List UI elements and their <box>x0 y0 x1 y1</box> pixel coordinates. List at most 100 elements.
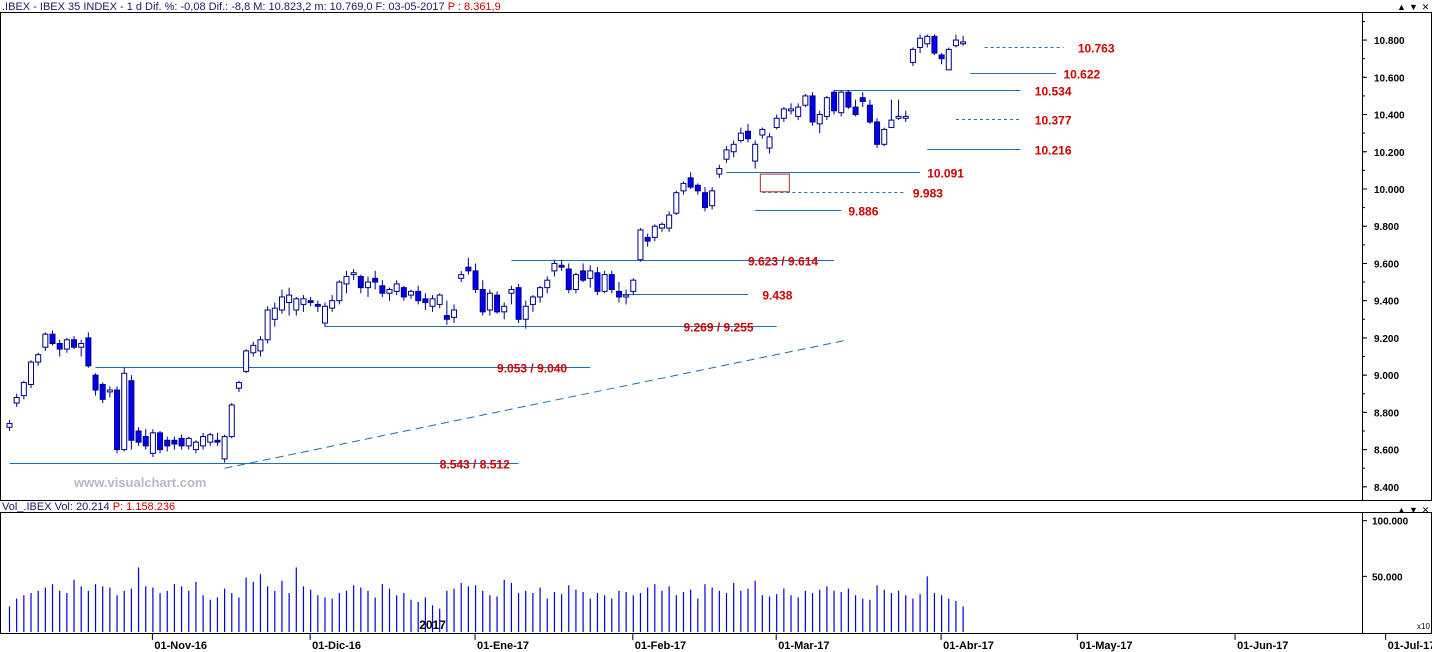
level-label: 8.543 / 8.512 <box>440 458 510 472</box>
candle-body <box>701 192 708 209</box>
level-label: 9.886 <box>848 205 878 219</box>
level-label: 9.983 <box>913 187 943 201</box>
level-label: 10.763 <box>1078 42 1115 56</box>
candle-body <box>365 281 371 289</box>
candle-body <box>171 439 178 445</box>
volume-info: Vol_.IBEX Vol: 20.214 <box>2 501 110 513</box>
candle-body <box>465 266 472 272</box>
candle-body <box>730 143 737 153</box>
candle-body <box>874 121 881 145</box>
candle-body <box>694 184 701 192</box>
candle-body <box>451 309 458 318</box>
candle-body <box>644 236 651 242</box>
candle-body <box>114 389 121 451</box>
candle-body <box>379 285 386 294</box>
candle-body <box>99 383 106 400</box>
level-label: 10.534 <box>1035 85 1072 99</box>
volume-panel-frame <box>0 512 1432 634</box>
candle-body <box>479 289 486 313</box>
candle-body <box>71 339 78 348</box>
volume-tick-label: 50.000 <box>1372 572 1403 583</box>
candle-body <box>687 177 694 188</box>
x-tick-label: 01-Jul-17 <box>1388 640 1432 652</box>
x-tick-label: 01-May-17 <box>1079 640 1132 652</box>
y-tick-label: 10.800 <box>1374 36 1405 47</box>
candle-body <box>63 339 70 350</box>
x-tick-label: 01-Mar-17 <box>778 640 829 652</box>
candle-body <box>314 303 321 307</box>
candle-body <box>924 35 931 45</box>
candle-body <box>121 372 128 451</box>
candle-body <box>408 290 415 296</box>
candle-body <box>580 270 587 281</box>
candle-body <box>85 337 92 367</box>
candle-body <box>472 270 479 291</box>
candle-body <box>802 95 809 106</box>
y-tick-label: 10.600 <box>1374 73 1405 84</box>
candle-body <box>157 432 164 451</box>
candle-body <box>142 436 149 447</box>
candle-body <box>723 149 730 160</box>
gap-box <box>759 173 790 193</box>
candle-body <box>852 106 859 116</box>
candle-body <box>443 315 450 320</box>
candle-body <box>494 294 501 313</box>
candle-body <box>393 283 400 292</box>
candle-body <box>845 91 852 108</box>
volume-scroll-up-icon[interactable]: ▲ <box>1397 505 1406 515</box>
candle-body <box>28 361 35 385</box>
candle-body <box>250 344 257 354</box>
scroll-down-icon[interactable]: ▼ <box>1409 2 1418 12</box>
candle-body <box>902 115 909 119</box>
candle-body <box>13 396 20 404</box>
x-tick-label: 01-Ene-17 <box>477 640 529 652</box>
candle-body <box>78 342 85 348</box>
y-tick-label: 10.200 <box>1374 148 1405 159</box>
candle-body <box>6 423 13 428</box>
price-panel-frame <box>0 12 1432 501</box>
candle-body <box>716 168 723 175</box>
candle-body <box>888 119 895 129</box>
candle-body <box>623 294 630 298</box>
candle-body <box>780 108 787 119</box>
candle-body <box>522 305 529 320</box>
candle-body <box>56 342 63 350</box>
year-label: 2017 <box>419 618 446 632</box>
candle-body <box>565 268 572 291</box>
candle-body <box>615 290 622 298</box>
x-tick-label: 01-Jun-17 <box>1237 640 1288 652</box>
candle-body <box>286 294 293 304</box>
y-tick-label: 9.000 <box>1374 371 1399 382</box>
y-tick-label: 9.400 <box>1374 297 1399 308</box>
x-tick-label: 01-Feb-17 <box>635 640 686 652</box>
candle-body <box>264 309 271 341</box>
candle-body <box>630 279 637 292</box>
volume-scroll-down-icon[interactable]: ▼ <box>1409 505 1418 515</box>
close-icon[interactable]: ✕ <box>1421 2 1430 12</box>
candle-body <box>20 382 27 397</box>
candle-body <box>422 298 429 304</box>
candle-body <box>766 136 773 149</box>
price-info: .IBEX - IBEX 35 INDEX - 1 d Dif. %: -0,0… <box>2 1 445 13</box>
candle-body <box>278 296 285 311</box>
y-tick-label: 9.800 <box>1374 222 1399 233</box>
candle-body <box>658 223 665 229</box>
scroll-up-icon[interactable]: ▲ <box>1397 2 1406 12</box>
y-tick-label: 9.200 <box>1374 334 1399 345</box>
trend-line <box>224 339 849 469</box>
candle-body <box>92 374 99 391</box>
candle-body <box>106 389 113 393</box>
candle-body <box>235 382 242 389</box>
level-label: 10.091 <box>927 167 964 181</box>
candle-body <box>357 275 364 289</box>
candle-body <box>135 430 142 443</box>
level-label: 9.438 <box>762 289 792 303</box>
candle-body <box>458 274 465 279</box>
candle-body <box>537 287 544 298</box>
volume-close-icon[interactable]: ✕ <box>1421 505 1430 515</box>
candle-body <box>709 190 716 207</box>
candle-body <box>214 439 221 443</box>
candle-body <box>307 300 314 304</box>
watermark: www.visualchart.com <box>73 475 206 490</box>
candle-body <box>938 54 945 60</box>
